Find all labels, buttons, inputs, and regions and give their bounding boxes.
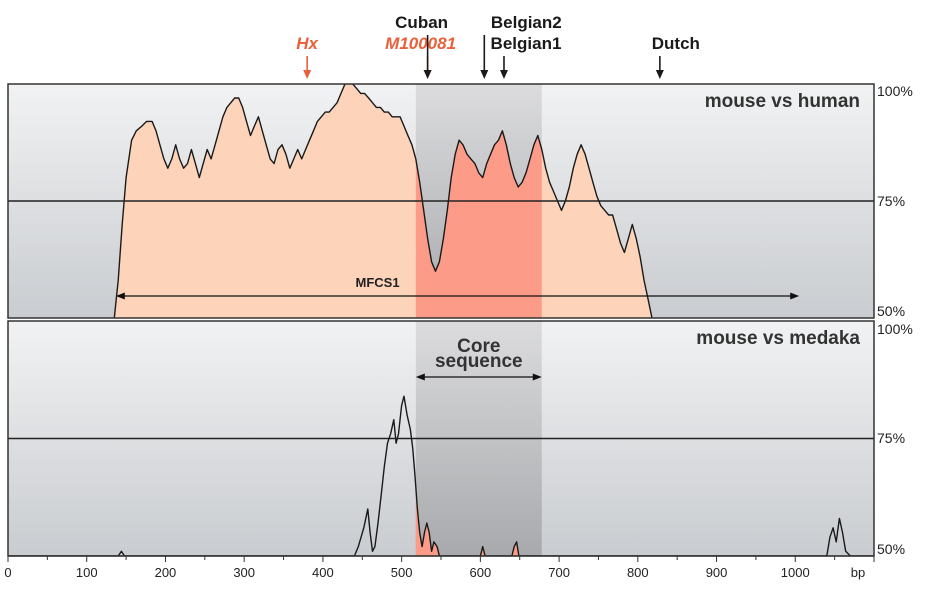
core-label-line1: Core xyxy=(457,336,500,357)
y-tick-bottom-100: 100% xyxy=(877,321,913,337)
x-tick-label: 0 xyxy=(4,565,11,580)
marker-label: Belgian1 xyxy=(491,34,562,53)
marker-arrowhead xyxy=(423,70,432,79)
profile-mouse-vs-medaka xyxy=(8,395,874,556)
marker-label: Hx xyxy=(296,34,319,53)
core-region-bands xyxy=(415,84,542,556)
y-tick-top-100: 100% xyxy=(877,83,913,99)
panel-label-bottom: mouse vs medaka xyxy=(696,328,860,349)
x-tick-label: 900 xyxy=(706,565,728,580)
marker-label: Dutch xyxy=(652,34,700,53)
marker-belgian2: Belgian2 xyxy=(480,13,562,79)
y-tick-top-75: 75% xyxy=(877,193,905,209)
marker-cuban: Cuban xyxy=(395,13,448,79)
x-tick-label: 100 xyxy=(76,565,98,580)
x-tick-label: 200 xyxy=(155,565,177,580)
panel-label-top: mouse vs human xyxy=(705,91,860,112)
identity-profile-line xyxy=(8,395,874,556)
x-tick-label: 800 xyxy=(627,565,649,580)
marker-arrowhead xyxy=(655,70,664,79)
marker-m100081: M100081 xyxy=(385,34,456,79)
core-arrowhead-right xyxy=(532,373,542,381)
marker-arrowhead xyxy=(480,70,489,79)
marker-label: M100081 xyxy=(385,34,456,53)
core-arrowhead-left xyxy=(415,373,425,381)
mfcs1-arrowhead-left xyxy=(115,292,125,300)
identity-profile-line xyxy=(113,84,653,318)
mutation-markers: Hx M100081 Cuban Belgian2 Belgian1 Dutch xyxy=(296,13,700,79)
marker-belgian1: Belgian1 xyxy=(491,34,562,79)
x-tick-label: 300 xyxy=(233,565,255,580)
y-tick-top-50: 50% xyxy=(877,303,905,319)
mfcs1-arrowhead-right xyxy=(790,292,800,300)
x-tick-label: 600 xyxy=(470,565,492,580)
mfcs1-annotation: MFCS1 xyxy=(115,275,800,300)
y-tick-bottom-75: 75% xyxy=(877,430,905,446)
core-label-line2: sequence xyxy=(435,351,523,372)
core-sequence-annotation: Core sequence xyxy=(415,336,542,381)
core-conserved-area xyxy=(415,130,542,318)
marker-label: Cuban xyxy=(395,13,448,32)
x-axis: 0 100 200 300 400 500 600 700 800 900 1000 bp xyxy=(4,555,875,580)
x-tick-label: 1000 xyxy=(781,565,810,580)
panel-top-border xyxy=(7,83,875,319)
x-tick-label: 700 xyxy=(548,565,570,580)
x-tick-label: 500 xyxy=(391,565,413,580)
y-tick-bottom-50: 50% xyxy=(877,541,905,557)
marker-arrowhead xyxy=(499,70,508,79)
mfcs1-label: MFCS1 xyxy=(356,275,400,290)
x-tick-label: 400 xyxy=(312,565,334,580)
marker-arrowhead xyxy=(303,70,312,79)
marker-dutch: Dutch xyxy=(652,34,700,79)
y-tick-labels: 100% 75% 50% 100% 75% 50% xyxy=(877,83,913,557)
marker-hx: Hx xyxy=(296,34,320,79)
x-axis-unit: bp xyxy=(851,565,865,580)
core-conserved-area xyxy=(415,487,542,556)
marker-label: Belgian2 xyxy=(491,13,562,32)
